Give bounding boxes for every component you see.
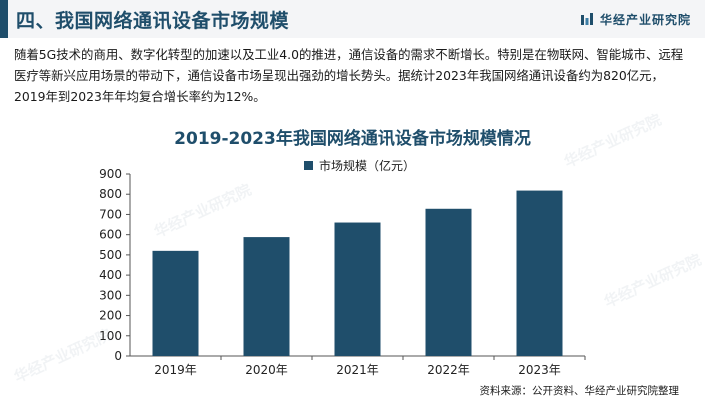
page-title: 四、我国网络通讯设备市场规模: [16, 10, 290, 32]
bar: [152, 250, 199, 356]
x-tick-label: 2023年: [518, 363, 561, 377]
y-tick-label: 800: [99, 187, 122, 201]
y-tick-label: 400: [99, 268, 122, 282]
y-tick-label: 900: [99, 167, 122, 181]
bar: [425, 208, 472, 356]
brand-name: 华经产业研究院: [599, 13, 691, 27]
legend-swatch: [304, 161, 313, 170]
y-tick-label: 500: [99, 248, 122, 262]
chart-legend: 市场规模（亿元）: [304, 157, 415, 174]
x-tick-label: 2022年: [427, 363, 470, 377]
brand: 华经产业研究院: [580, 11, 691, 28]
y-tick-label: 0: [114, 349, 122, 363]
bar: [334, 222, 381, 356]
source-note: 资料来源：公开资料、华经产业研究院整理: [479, 385, 680, 397]
x-tick-label: 2019年: [154, 363, 197, 377]
bar: [516, 190, 563, 356]
y-tick-label: 200: [99, 309, 122, 323]
x-tick-label: 2020年: [245, 363, 288, 377]
y-tick-label: 700: [99, 207, 122, 221]
legend-label: 市场规模（亿元）: [319, 159, 416, 173]
header-bar: 四、我国网络通讯设备市场规模 华经产业研究院: [0, 0, 705, 38]
y-tick-label: 300: [99, 288, 122, 302]
chart-title: 2019-2023年我国网络通讯设备市场规模情况: [174, 129, 531, 149]
intro-paragraph: 随着5G技术的商用、数字化转型的加速以及工业4.0的推进，通信设备的需求不断增长…: [14, 47, 684, 104]
x-tick-label: 2021年: [336, 363, 379, 377]
brand-logo-icon: [580, 12, 593, 25]
y-tick-label: 600: [99, 228, 122, 242]
header-accent: [0, 0, 8, 38]
bar: [243, 237, 290, 356]
y-tick-label: 100: [99, 329, 122, 343]
